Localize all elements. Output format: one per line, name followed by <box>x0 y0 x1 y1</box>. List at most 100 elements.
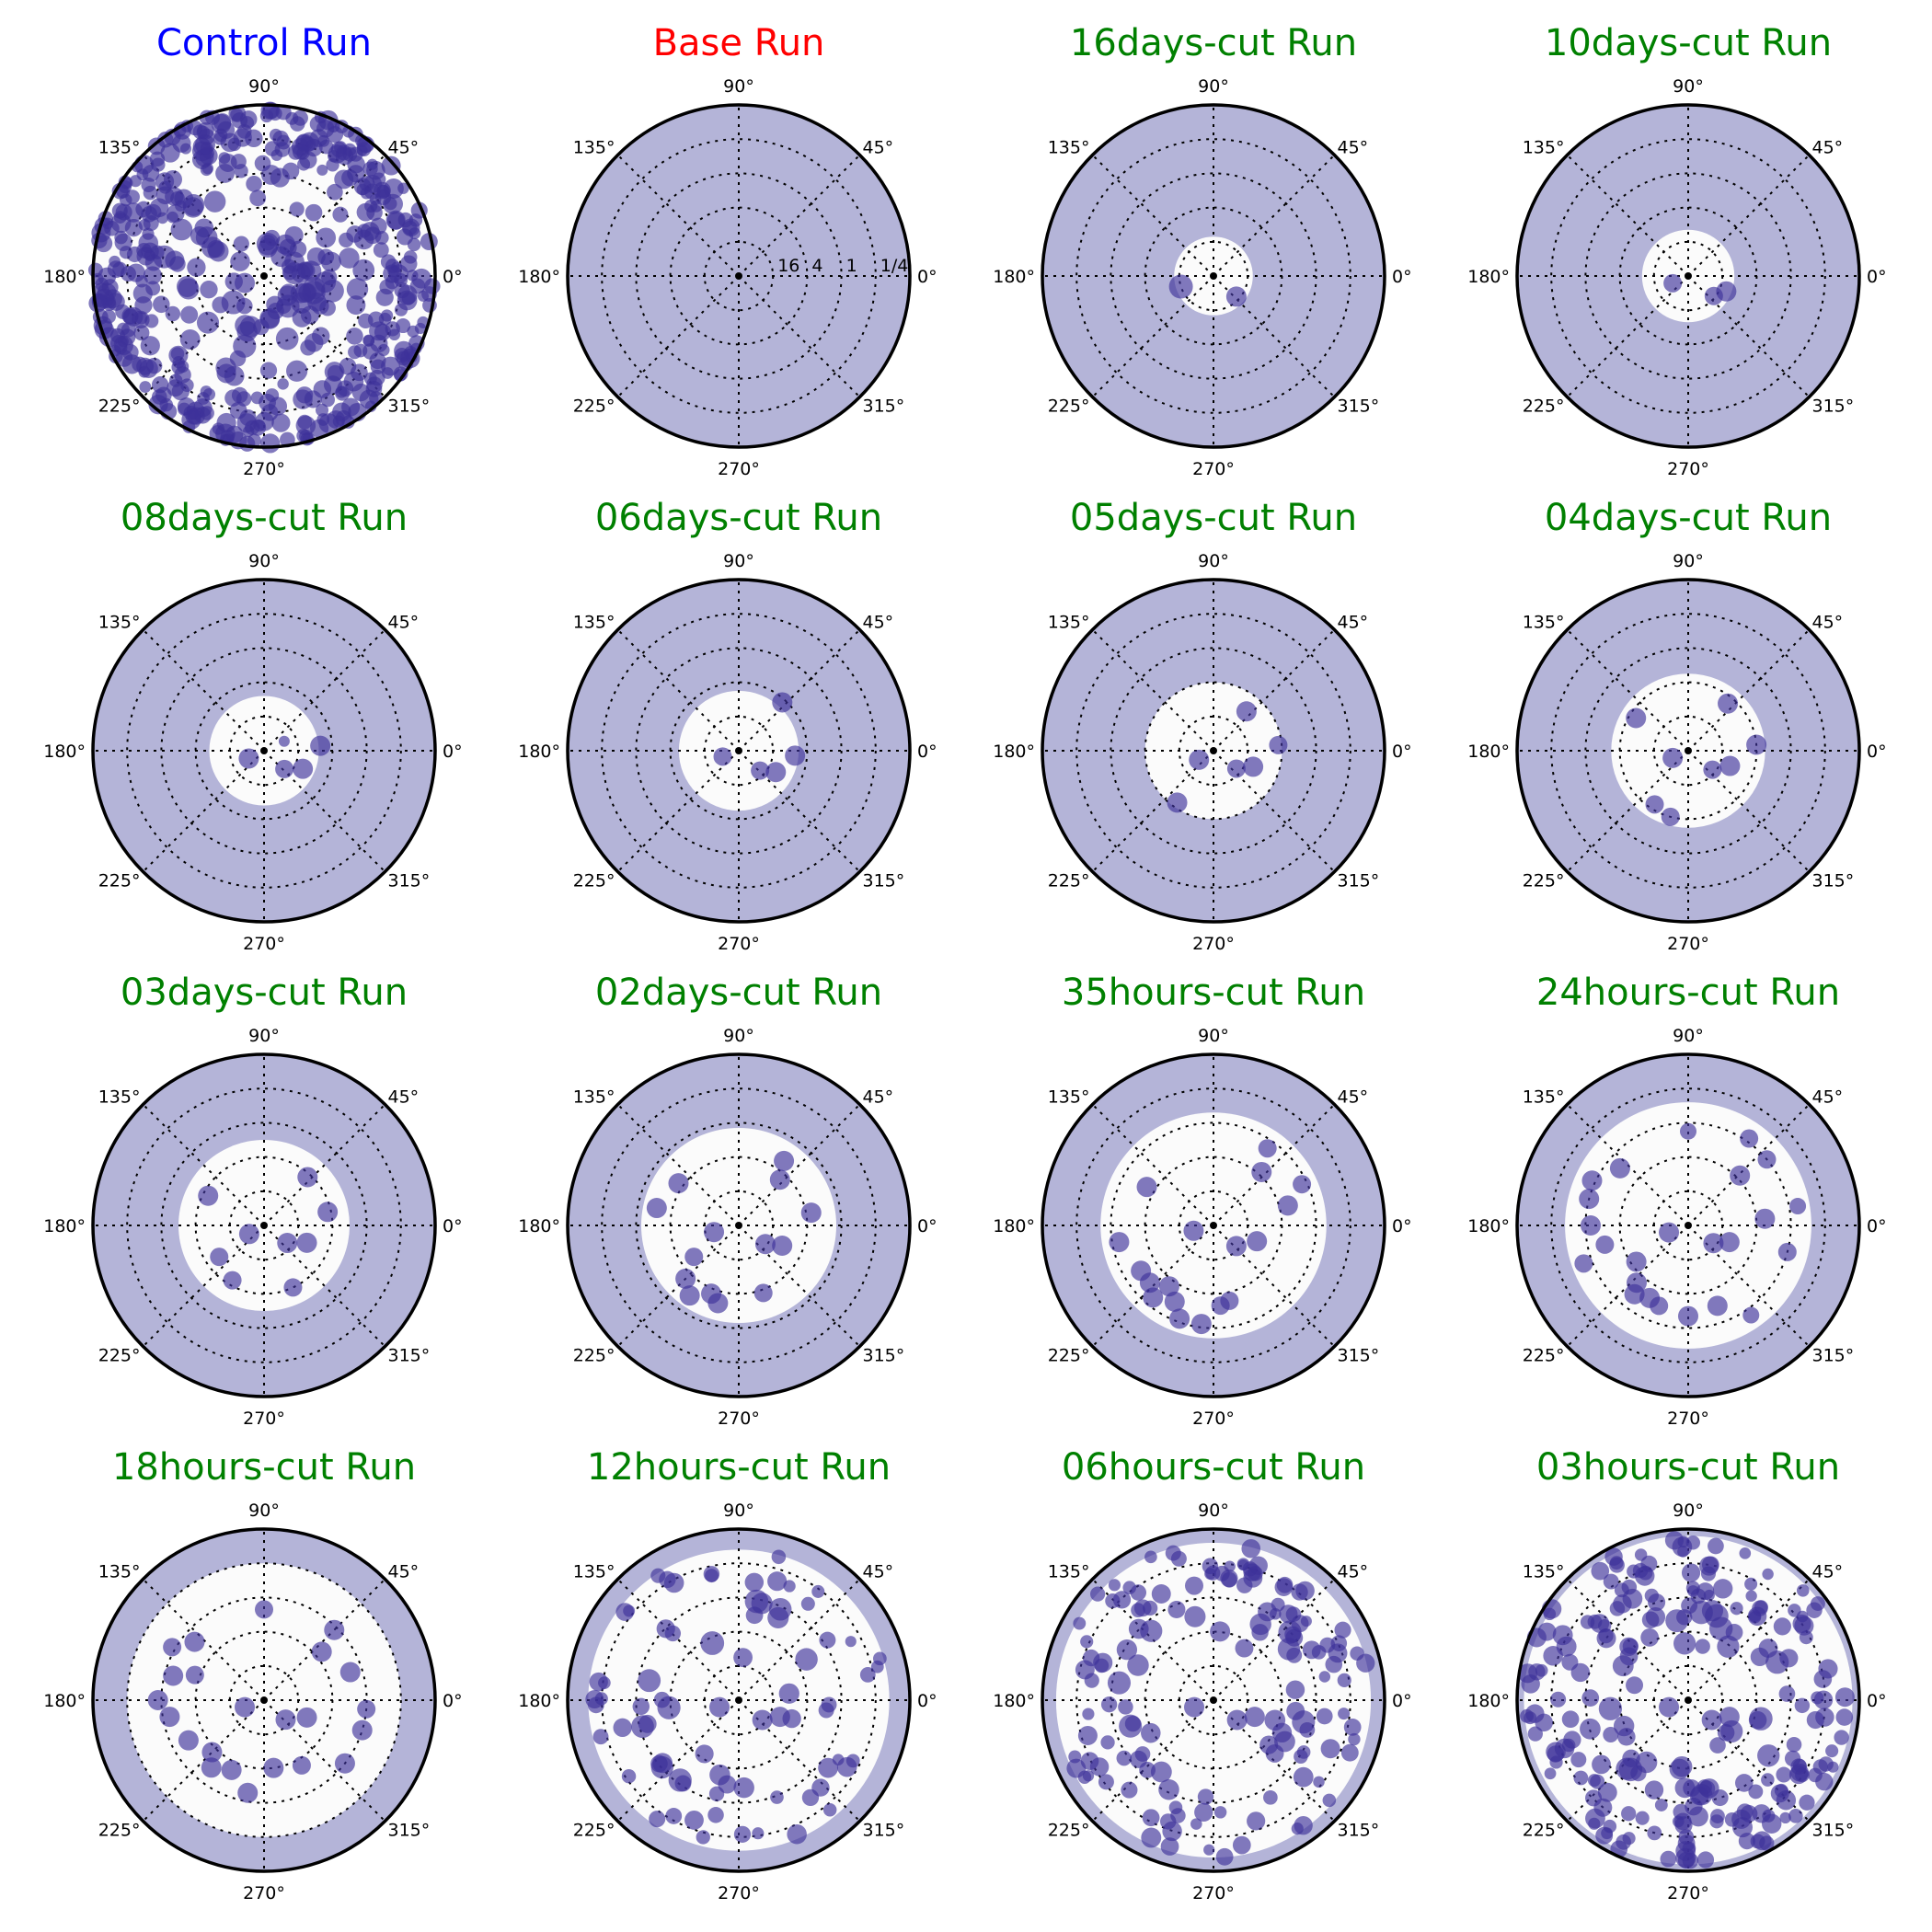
grid-spoke <box>1687 275 1811 398</box>
angle-label: 270° <box>1192 1409 1235 1429</box>
data-point <box>1269 735 1288 754</box>
data-point <box>631 1715 654 1739</box>
data-point <box>187 258 206 277</box>
radial-tick-label: 1 <box>846 256 857 276</box>
data-point <box>1189 749 1210 770</box>
data-point <box>1316 1708 1333 1725</box>
data-point <box>339 357 357 375</box>
data-point <box>1701 1556 1719 1574</box>
data-point <box>1669 1758 1690 1780</box>
data-point <box>311 1641 332 1662</box>
data-point <box>1588 1817 1601 1830</box>
data-point <box>179 329 201 350</box>
grid-ring <box>1075 1562 1351 1838</box>
data-point <box>1203 1844 1215 1856</box>
data-point <box>210 1248 229 1267</box>
data-point <box>1616 1757 1639 1780</box>
data-point <box>352 259 375 282</box>
data-point <box>800 1596 815 1611</box>
data-point <box>201 1757 222 1778</box>
data-point <box>696 1830 710 1845</box>
data-point <box>235 1696 256 1718</box>
data-point <box>1827 1761 1839 1773</box>
grid-spoke <box>1687 750 1811 873</box>
grid-spoke <box>1687 154 1811 277</box>
data-point <box>1585 1789 1603 1807</box>
data-point <box>180 305 199 324</box>
data-point <box>121 354 143 374</box>
angle-label: 180° <box>43 267 86 287</box>
data-point <box>665 1808 683 1824</box>
data-point <box>297 1167 318 1188</box>
data-point <box>1100 1696 1118 1713</box>
data-point <box>1164 1291 1185 1312</box>
panel-title: 12hours-cut Run <box>587 1446 891 1489</box>
data-point <box>240 116 255 130</box>
data-point <box>632 1697 650 1716</box>
grid-spoke <box>1687 1578 1811 1701</box>
data-point <box>1236 1558 1250 1570</box>
data-point <box>1734 1774 1754 1792</box>
data-point <box>703 1566 720 1582</box>
grid-ring <box>1075 613 1351 889</box>
data-point <box>159 1707 180 1728</box>
polar-frame <box>91 103 437 449</box>
grid-spoke <box>616 628 740 752</box>
data-point <box>198 1185 219 1206</box>
angle-label: 315° <box>1338 1346 1380 1366</box>
data-point <box>170 347 185 361</box>
data-point <box>770 1790 784 1804</box>
data-point <box>372 172 386 187</box>
angle-label: 315° <box>1338 871 1380 891</box>
data-point <box>787 1823 807 1845</box>
grid-spoke <box>738 1103 861 1226</box>
data-point <box>1635 1811 1650 1825</box>
data-point <box>346 278 369 300</box>
data-point <box>318 413 339 433</box>
data-point <box>335 410 352 427</box>
data-point <box>1236 701 1257 722</box>
data-point <box>1757 1744 1780 1767</box>
data-point <box>1579 1189 1600 1210</box>
grid-spoke <box>616 275 740 398</box>
data-point <box>216 412 236 433</box>
data-point <box>360 222 380 241</box>
data-point <box>1080 1635 1094 1649</box>
grid-spoke <box>1213 154 1336 277</box>
data-point <box>1795 1767 1810 1783</box>
data-point <box>353 343 368 358</box>
angle-label: 135° <box>1523 137 1565 157</box>
data-point <box>170 218 193 241</box>
angle-label: 0° <box>443 267 463 287</box>
angle-label: 45° <box>1812 1561 1844 1581</box>
grid-spoke <box>1091 750 1214 873</box>
data-point <box>1277 1195 1298 1216</box>
polar-panel: 06hours-cut Run 0° 45° 90° 135° 180° 225° 270° 3… <box>993 1446 1411 1903</box>
angle-label: 0° <box>917 742 937 762</box>
data-point <box>255 1600 273 1619</box>
angle-label: 315° <box>863 1346 905 1366</box>
angle-label: 315° <box>388 397 431 417</box>
data-point <box>187 120 202 136</box>
data-point <box>1581 1689 1600 1707</box>
angle-label: 90° <box>248 76 280 97</box>
data-point <box>1626 707 1647 729</box>
data-point <box>1673 1632 1696 1655</box>
radial-tick-label: 1/4 <box>880 256 909 276</box>
data-point <box>259 109 274 123</box>
angle-label: 90° <box>1673 1026 1704 1046</box>
data-point <box>1184 1576 1203 1595</box>
radial-tick-label: 4 <box>811 256 822 276</box>
data-point <box>381 367 394 379</box>
angle-label: 90° <box>1198 76 1229 97</box>
data-point <box>373 242 389 259</box>
angle-label: 315° <box>1812 1821 1855 1841</box>
grid-ring <box>635 647 843 855</box>
grid-spoke <box>738 628 861 752</box>
data-point <box>1835 1708 1854 1726</box>
grid-ring <box>160 1121 368 1329</box>
center-marker <box>260 1222 268 1229</box>
data-point <box>1812 1759 1828 1775</box>
data-point <box>707 1807 724 1823</box>
data-point <box>1194 1802 1213 1823</box>
